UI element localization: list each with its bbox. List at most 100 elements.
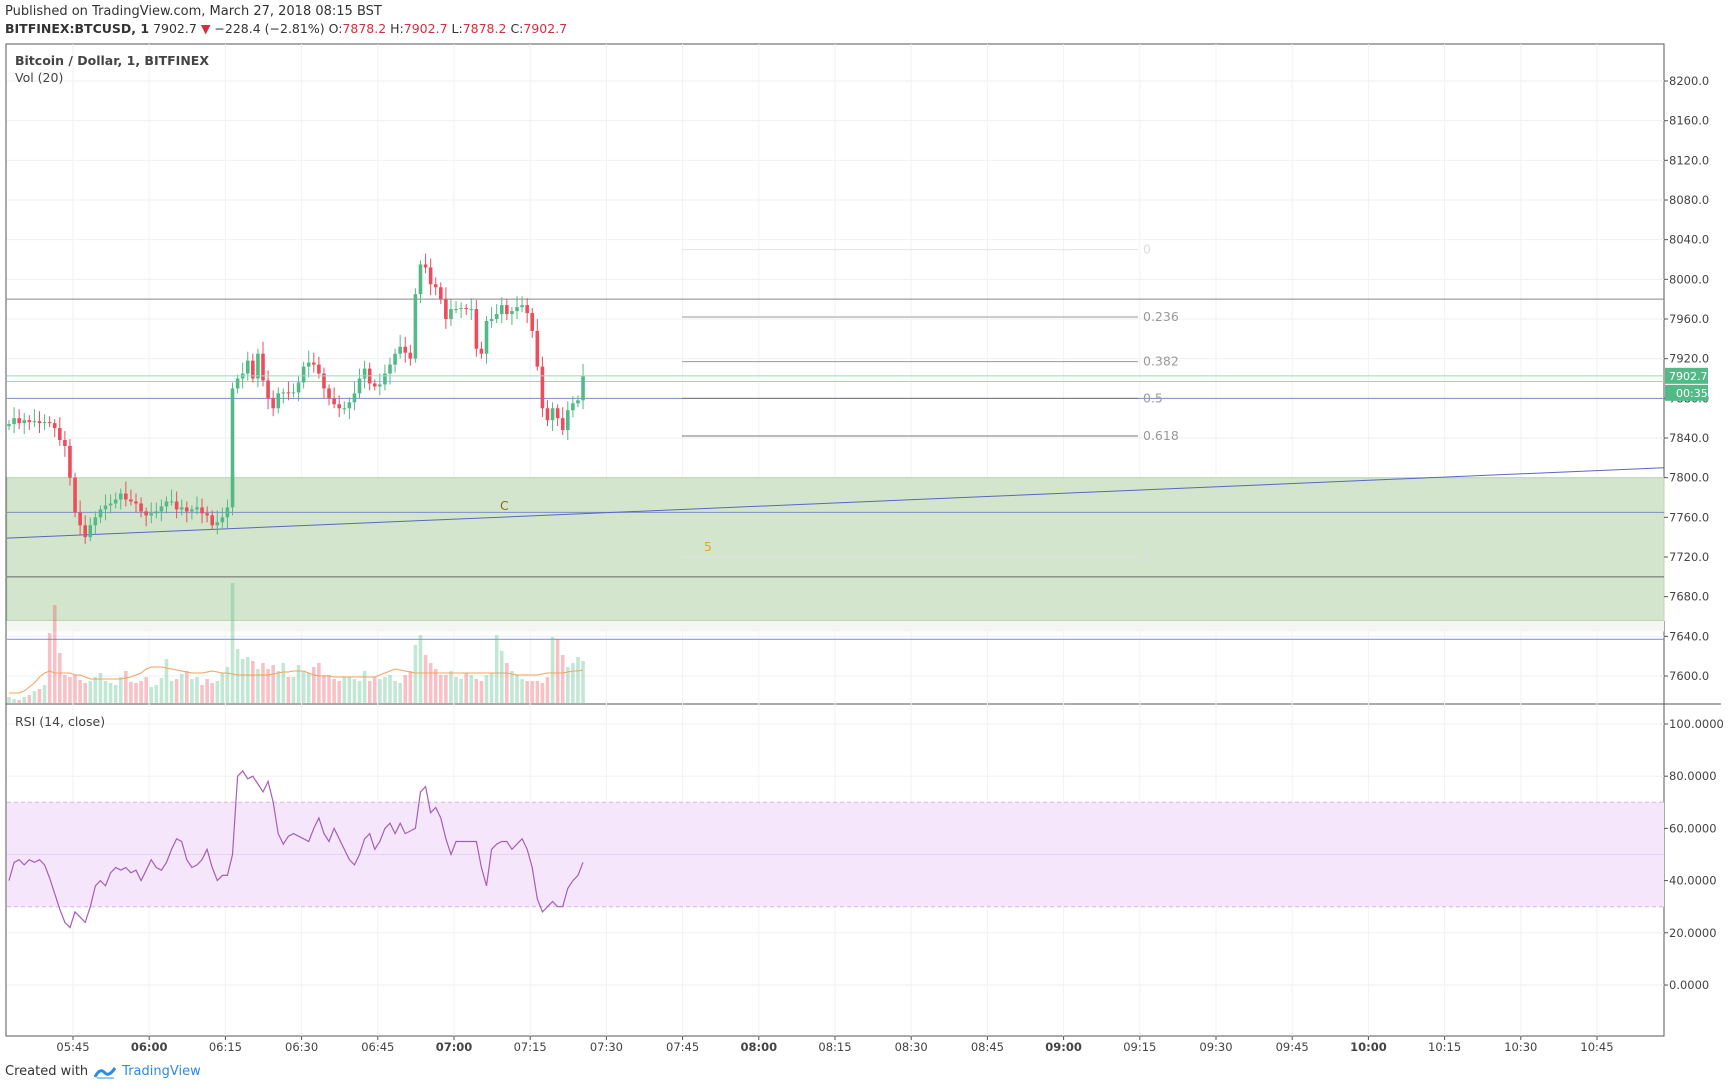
candle[interactable] xyxy=(251,353,255,383)
candle[interactable] xyxy=(42,414,47,431)
candle[interactable] xyxy=(113,492,118,509)
candle[interactable] xyxy=(139,497,143,518)
time-axis-label[interactable]: 09:45 xyxy=(1276,1040,1309,1054)
symbol-name[interactable]: BITFINEX:BTCUSD, 1 xyxy=(5,21,150,36)
candle[interactable] xyxy=(566,401,570,440)
candle[interactable] xyxy=(291,383,296,398)
candle[interactable] xyxy=(296,375,301,402)
candle[interactable] xyxy=(235,374,240,394)
candle[interactable] xyxy=(164,496,169,514)
candle[interactable] xyxy=(205,506,209,523)
overlay-layer[interactable]: C5 xyxy=(7,375,1664,554)
candle[interactable] xyxy=(423,253,428,274)
candle[interactable] xyxy=(271,390,275,417)
candle[interactable] xyxy=(124,481,128,507)
rsi-axis-label[interactable]: 60.0000 xyxy=(1669,821,1717,835)
candle[interactable] xyxy=(540,356,545,418)
candle[interactable] xyxy=(261,341,265,387)
price-axis-label[interactable]: 7920.0 xyxy=(1669,352,1709,366)
candle[interactable] xyxy=(179,499,184,516)
candle[interactable] xyxy=(459,302,463,319)
candle[interactable] xyxy=(195,496,199,515)
candle[interactable] xyxy=(12,407,16,434)
candle[interactable] xyxy=(449,299,453,326)
candle[interactable] xyxy=(454,301,458,314)
candle[interactable] xyxy=(149,502,154,524)
candle[interactable] xyxy=(68,438,72,486)
time-axis-label[interactable]: 06:45 xyxy=(361,1040,394,1054)
price-axis-label[interactable]: 7600.0 xyxy=(1669,669,1709,683)
candle[interactable] xyxy=(489,307,494,328)
price-axis-label[interactable]: 7640.0 xyxy=(1669,629,1709,643)
candle[interactable] xyxy=(576,395,580,408)
candle[interactable] xyxy=(560,407,565,436)
candle[interactable] xyxy=(525,298,529,323)
candle[interactable] xyxy=(312,352,316,373)
candle[interactable] xyxy=(505,299,509,320)
candle[interactable] xyxy=(154,502,159,519)
candle[interactable] xyxy=(286,381,291,401)
candle[interactable] xyxy=(418,260,423,304)
candle[interactable] xyxy=(256,348,260,388)
price-axis-label[interactable]: 7680.0 xyxy=(1669,590,1709,604)
candle[interactable] xyxy=(322,367,326,399)
candle[interactable] xyxy=(581,363,585,410)
candle[interactable] xyxy=(408,344,413,366)
candle[interactable] xyxy=(210,510,214,530)
candle[interactable] xyxy=(464,304,468,316)
candle[interactable] xyxy=(433,277,438,296)
candle[interactable] xyxy=(403,336,408,363)
time-axis-label[interactable]: 08:30 xyxy=(895,1040,928,1054)
candle[interactable] xyxy=(32,409,37,428)
candle[interactable] xyxy=(398,334,402,359)
volume-indicator-label[interactable]: Vol (20) xyxy=(15,70,63,85)
time-axis-label[interactable]: 07:00 xyxy=(436,1040,473,1054)
price-axis-label[interactable]: 7840.0 xyxy=(1669,431,1709,445)
candle[interactable] xyxy=(129,489,133,506)
price-axis-label[interactable]: 7800.0 xyxy=(1669,471,1709,485)
rsi-axis-label[interactable]: 80.0000 xyxy=(1669,769,1717,783)
axes-layer[interactable]: 8200.0 8160.0 8120.0 8080.0 8040.0 8000.0 7960… xyxy=(56,74,1723,1054)
candle[interactable] xyxy=(413,288,418,363)
time-axis-label[interactable]: 08:00 xyxy=(740,1040,777,1054)
candle[interactable] xyxy=(190,505,194,520)
candle[interactable] xyxy=(88,517,93,542)
time-axis-label[interactable]: 05:45 xyxy=(56,1040,89,1054)
candle[interactable] xyxy=(7,420,11,431)
price-axis-label[interactable]: 7720.0 xyxy=(1669,550,1709,564)
rsi-axis-label[interactable]: 20.0000 xyxy=(1669,926,1717,940)
candle[interactable] xyxy=(545,400,550,427)
candle[interactable] xyxy=(474,300,479,357)
candle[interactable] xyxy=(469,298,474,320)
time-axis-label[interactable]: 07:45 xyxy=(666,1040,699,1054)
candle[interactable] xyxy=(220,507,225,529)
candle[interactable] xyxy=(393,348,397,373)
price-axis-label[interactable]: 8120.0 xyxy=(1669,153,1709,167)
candle[interactable] xyxy=(499,297,504,323)
candle[interactable] xyxy=(479,341,484,359)
candle[interactable] xyxy=(535,319,540,371)
time-axis-label[interactable]: 06:00 xyxy=(131,1040,168,1054)
rsi-indicator-label[interactable]: RSI (14, close) xyxy=(15,714,105,729)
candle[interactable] xyxy=(530,308,535,338)
candle[interactable] xyxy=(200,498,204,524)
pattern-label-5[interactable]: 5 xyxy=(704,539,712,554)
candle[interactable] xyxy=(484,316,489,364)
time-axis-label[interactable]: 10:45 xyxy=(1580,1040,1613,1054)
candle[interactable] xyxy=(357,368,362,399)
tradingview-brand[interactable]: TradingView xyxy=(122,1064,201,1079)
candle[interactable] xyxy=(225,499,230,529)
candle[interactable] xyxy=(63,431,67,457)
candle[interactable] xyxy=(108,494,113,514)
candle[interactable] xyxy=(134,493,138,513)
candle[interactable] xyxy=(17,409,21,430)
candle[interactable] xyxy=(337,395,341,418)
candle[interactable] xyxy=(510,307,514,325)
candle[interactable] xyxy=(428,258,433,296)
candle[interactable] xyxy=(372,379,377,391)
candle[interactable] xyxy=(317,356,321,379)
candle[interactable] xyxy=(550,402,555,432)
candle[interactable] xyxy=(98,505,103,524)
time-axis-label[interactable]: 09:15 xyxy=(1123,1040,1156,1054)
time-axis-label[interactable]: 09:00 xyxy=(1045,1040,1082,1054)
